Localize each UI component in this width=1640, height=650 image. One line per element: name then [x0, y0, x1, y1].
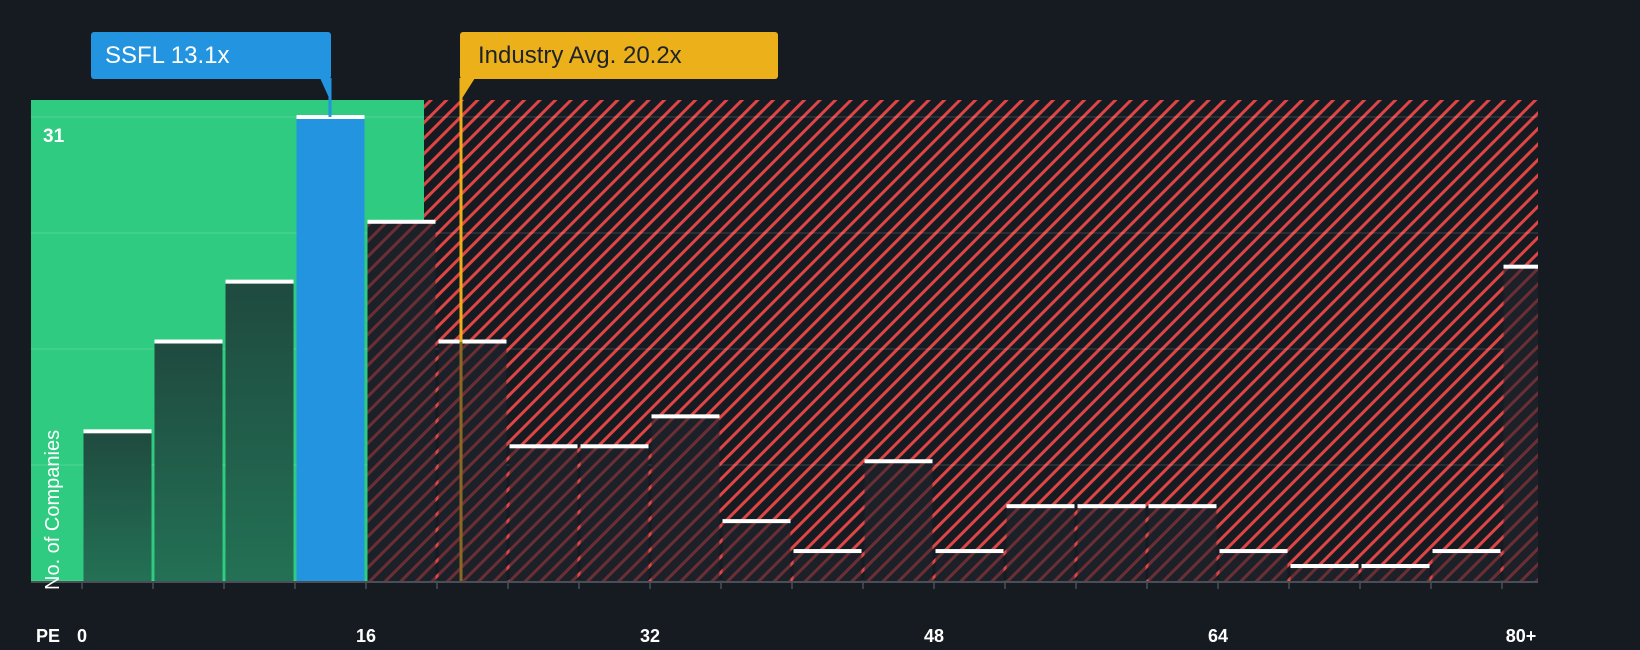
bar-top-marker [935, 549, 1004, 554]
bar-top-marker [1077, 504, 1146, 509]
x-tick-label: 48 [923, 626, 945, 646]
histogram-bars [83, 115, 1538, 581]
y-axis-label: No. of Companies [42, 429, 64, 590]
histogram-bar [722, 521, 791, 581]
histogram-bar [83, 431, 152, 581]
histogram-bar [509, 446, 578, 581]
histogram-bar [1290, 566, 1359, 581]
histogram-bar [935, 551, 1004, 581]
x-tick-label: 32 [639, 626, 661, 646]
histogram-bar [225, 281, 294, 581]
histogram-bar [651, 416, 720, 581]
bar-top-marker [509, 444, 578, 449]
markers [320, 78, 475, 581]
company-pe-callout: SSFL 13.1x [91, 32, 331, 79]
histogram-bar [1077, 506, 1146, 581]
y-axis-max-label: 31 [43, 126, 65, 147]
bar-top-marker [154, 339, 223, 344]
bar-top-marker [1219, 549, 1288, 554]
bar-top-marker [438, 339, 507, 344]
histogram-bar [1219, 551, 1288, 581]
bar-top-marker [1503, 264, 1538, 269]
histogram-bar [1503, 266, 1538, 581]
histogram-bar [438, 341, 507, 581]
bar-top-marker [864, 459, 933, 464]
histogram-bar [154, 341, 223, 581]
histogram-bar [1006, 506, 1075, 581]
x-tick-label: 16 [355, 626, 377, 646]
x-tick-label: 0 [76, 626, 88, 646]
bar-top-marker [1148, 504, 1217, 509]
histogram-bar [580, 446, 649, 581]
bar-top-marker [793, 549, 862, 554]
bar-top-marker [1432, 549, 1501, 554]
histogram-bar [1432, 551, 1501, 581]
bar-top-marker [580, 444, 649, 449]
bar-top-marker [651, 414, 720, 419]
histogram-bar [296, 117, 365, 581]
bar-top-marker [1290, 564, 1359, 569]
x-tick-label: 80+ [1505, 626, 1537, 646]
bar-top-marker [83, 429, 152, 434]
histogram-bar [864, 461, 933, 581]
histogram-bar [1361, 566, 1430, 581]
bar-top-marker [367, 219, 436, 224]
bar-top-marker [225, 279, 294, 284]
histogram-bar [367, 221, 436, 581]
histogram-bar [793, 551, 862, 581]
x-axis-prefix: PE [36, 626, 61, 646]
histogram-bar [1148, 506, 1217, 581]
industry-avg-callout: Industry Avg. 20.2x [460, 32, 778, 79]
x-axis [31, 581, 1538, 589]
x-tick-label: 64 [1207, 626, 1229, 646]
bar-top-marker [722, 519, 791, 524]
bar-top-marker [1006, 504, 1075, 509]
bar-top-marker [1361, 564, 1430, 569]
